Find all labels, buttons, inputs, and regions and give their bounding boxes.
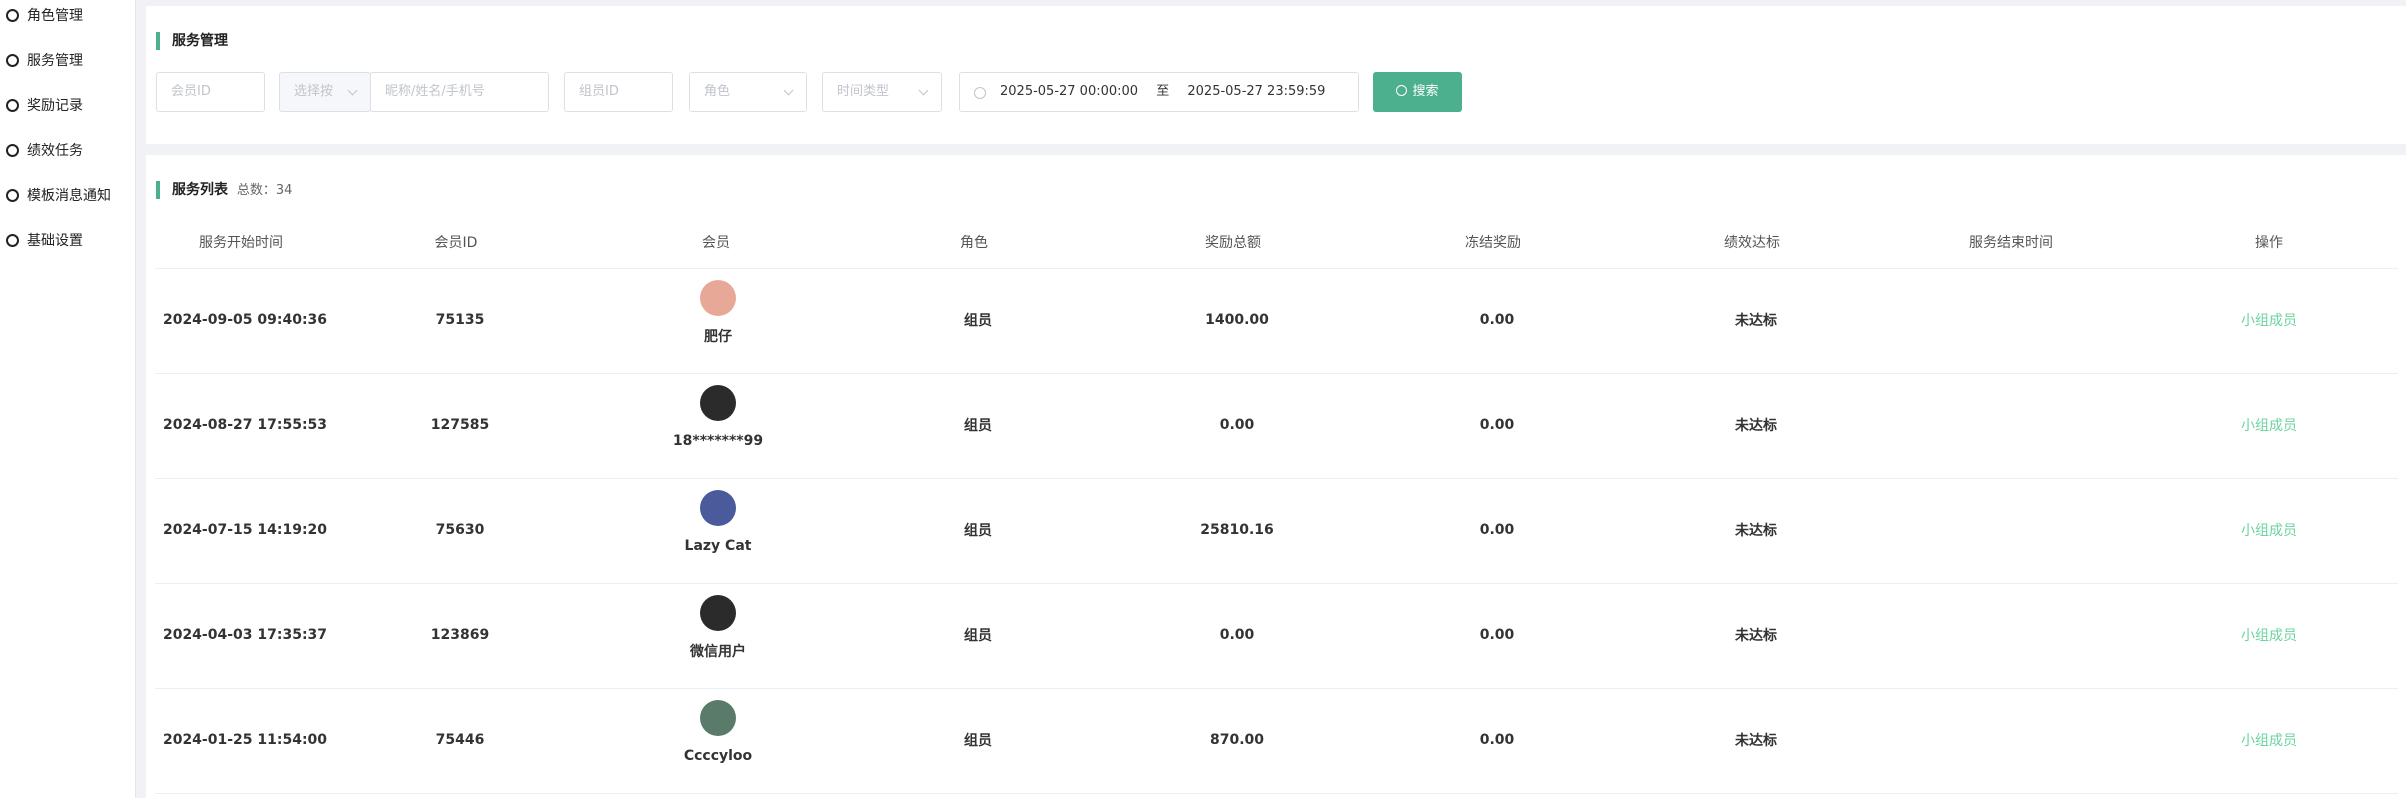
row-line [155,478,2398,479]
table-cell: 1400.00 [1205,312,1269,328]
column-header: 会员 [702,235,730,251]
action-link[interactable]: 小组成员 [2241,313,2297,329]
avatar [700,490,736,526]
avatar [700,595,736,631]
column-header: 操作 [2255,235,2283,251]
member-name: 肥仔 [704,329,732,345]
table-cell: 25810.16 [1200,522,1274,538]
table-title-text: 服务列表 [172,182,228,198]
sidebar-item[interactable]: 模板消息通知 [6,185,111,205]
table-cell: 2024-04-03 17:35:37 [162,627,328,643]
table-cell: 870.00 [1209,732,1265,748]
sidebar-item[interactable]: 服务管理 [6,50,83,70]
table-title: 服务列表 总数：34 [156,181,292,199]
column-header: 绩效达标 [1724,235,1780,251]
table-panel: 服务列表 总数：34 [146,155,2406,798]
row-line [155,268,2398,269]
column-header: 奖励总额 [1205,235,1261,251]
column-header: 服务开始时间 [199,235,283,251]
table-cell: 0.00 [1219,417,1255,433]
table-cell: 75446 [435,732,485,748]
member-name: 微信用户 [690,644,746,660]
page-title: 服务管理 [156,32,228,50]
row-line [155,688,2398,689]
table-cell: 123869 [430,627,490,643]
table-cell: 0.00 [1479,522,1515,538]
action-link[interactable]: 小组成员 [2241,733,2297,749]
table-cell: 0.00 [1479,732,1515,748]
sidebar-item[interactable]: 绩效任务 [6,140,83,160]
table-cell: 0.00 [1479,312,1515,328]
action-link[interactable]: 小组成员 [2241,628,2297,644]
column-header: 会员ID [434,235,478,251]
table-cell: 组员 [964,418,992,434]
avatar [700,280,736,316]
table-cell: 未达标 [1735,628,1777,644]
table-cell: 75630 [435,522,485,538]
row-line [155,583,2398,584]
sidebar: 角色管理服务管理奖励记录绩效任务模板消息通知 基础设置 [0,0,136,798]
table-cell: 2024-09-05 09:40:36 [162,312,328,328]
table-cell: 2024-07-15 14:19:20 [162,522,328,538]
sidebar-item[interactable]: 基础设置 [6,230,83,250]
sidebar-item[interactable]: 角色管理 [6,5,83,25]
column-header: 服务结束时间 [1969,235,2053,251]
table-cell: 组员 [964,313,992,329]
table-cell: 0.00 [1479,627,1515,643]
row-line [155,793,2398,794]
action-link[interactable]: 小组成员 [2241,523,2297,539]
avatar [700,385,736,421]
member-name: Ccccyloo [683,748,753,764]
table-cell: 组员 [964,733,992,749]
action-link[interactable]: 小组成员 [2241,418,2297,434]
member-name: 18*******99 [672,433,764,449]
table-cell: 0.00 [1479,417,1515,433]
table-cell: 127585 [430,417,490,433]
column-header: 角色 [960,235,988,251]
table-cell: 未达标 [1735,733,1777,749]
table-cell: 0.00 [1219,627,1255,643]
table-cell: 2024-01-25 11:54:00 [162,732,328,748]
table-cell: 组员 [964,628,992,644]
table-cell: 2024-08-27 17:55:53 [162,417,328,433]
avatar [700,700,736,736]
total-count: 34 [275,183,293,198]
column-header: 冻结奖励 [1465,235,1521,251]
table-cell: 75135 [435,312,485,328]
table-cell: 未达标 [1735,523,1777,539]
sidebar-item[interactable]: 奖励记录 [6,95,83,115]
filter-panel: 服务管理 [146,6,2406,144]
table-cell: 组员 [964,523,992,539]
member-name: Lazy Cat [684,538,752,554]
row-line [155,373,2398,374]
table-cell: 未达标 [1735,418,1777,434]
table-cell: 未达标 [1735,313,1777,329]
total-label: 总数： [236,183,276,198]
